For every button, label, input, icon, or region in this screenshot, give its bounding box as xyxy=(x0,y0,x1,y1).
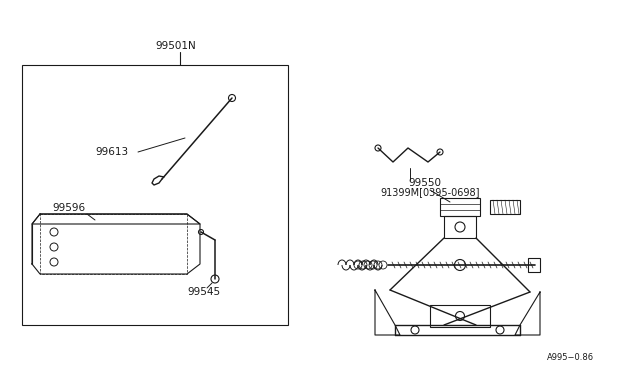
Bar xyxy=(444,216,476,238)
Text: 99596: 99596 xyxy=(52,203,85,213)
Text: 99545: 99545 xyxy=(187,287,220,297)
Text: 91399M[0395-0698]: 91399M[0395-0698] xyxy=(380,187,479,197)
Bar xyxy=(430,305,490,327)
Text: 99613: 99613 xyxy=(95,147,128,157)
Text: 99501N: 99501N xyxy=(155,41,196,51)
Text: A995−0.86: A995−0.86 xyxy=(547,353,594,362)
Text: 99550: 99550 xyxy=(408,178,441,188)
Bar xyxy=(22,65,288,325)
Bar xyxy=(528,258,540,272)
Bar xyxy=(490,200,520,214)
Bar xyxy=(440,198,480,216)
